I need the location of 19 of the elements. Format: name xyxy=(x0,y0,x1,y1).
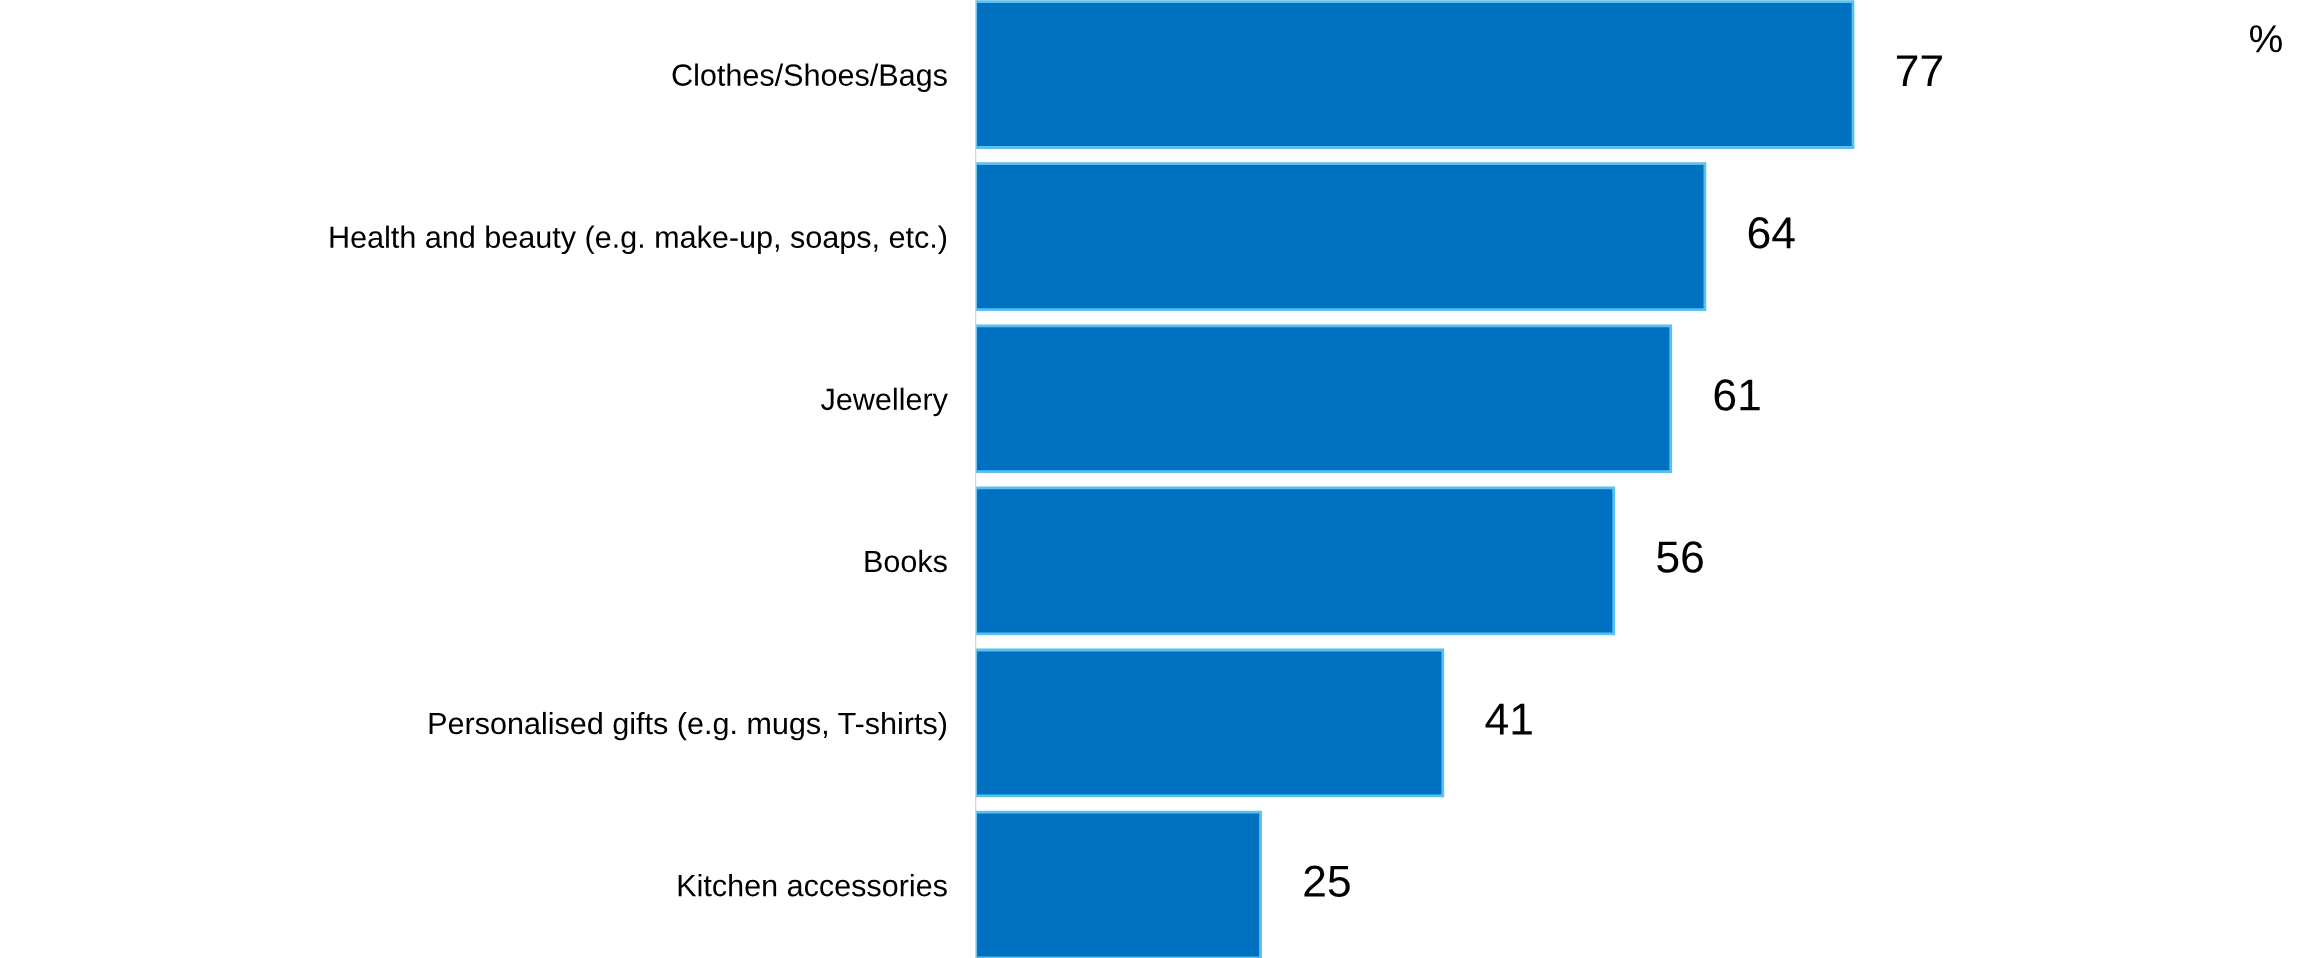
y-tick-label: Kitchen accessories xyxy=(678,873,947,897)
data-label: 61 xyxy=(1714,379,1760,411)
bar xyxy=(975,162,1707,311)
y-tick-label: Health and beauty (e.g. make-up, soaps, etc.) xyxy=(330,225,947,255)
data-label: 41 xyxy=(1485,703,1532,735)
bar xyxy=(975,486,1616,636)
data-label: 64 xyxy=(1748,217,1795,249)
text: % xyxy=(2250,25,2282,53)
bar xyxy=(975,0,1855,149)
y-tick-label: Personalised gifts (e.g. mugs, T-shirts) xyxy=(429,711,947,741)
data-label: 25 xyxy=(1304,865,1350,897)
y-tick-label: Books xyxy=(865,549,947,573)
bar xyxy=(975,648,1445,798)
bar xyxy=(975,810,1262,958)
y-tick-label: Jewellery xyxy=(821,387,948,417)
data-label: 56 xyxy=(1657,541,1703,573)
data-label: 77 xyxy=(1896,55,1942,87)
bar xyxy=(975,324,1673,474)
y-tick-label: Clothes/Shoes/Bags xyxy=(672,63,947,92)
